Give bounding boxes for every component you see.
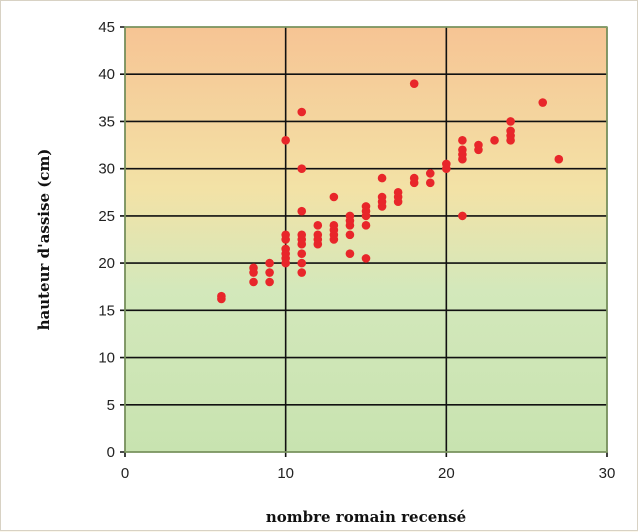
y-tick-label: 25 xyxy=(98,208,115,225)
data-point xyxy=(506,126,515,136)
data-point xyxy=(409,173,419,183)
data-point xyxy=(458,145,467,155)
data-point xyxy=(281,230,290,240)
data-point xyxy=(297,107,307,117)
x-tick-label: 0 xyxy=(121,465,129,482)
y-tick-label: 35 xyxy=(98,113,115,130)
data-point xyxy=(554,154,564,164)
data-point xyxy=(297,268,307,277)
plot-area xyxy=(125,27,607,452)
data-point xyxy=(377,173,387,183)
y-axis-title: hauteur d'assise (cm) xyxy=(35,149,53,331)
data-point xyxy=(425,169,435,178)
data-point xyxy=(345,230,355,240)
data-point xyxy=(425,178,435,188)
tick-labels: 0 5 10 15 20 25 30 35 40 45 0 10 20 30 xyxy=(98,19,615,482)
data-points xyxy=(217,79,564,304)
data-point xyxy=(265,258,274,268)
data-point xyxy=(361,202,371,211)
data-point xyxy=(297,206,307,216)
data-point xyxy=(265,268,274,277)
data-point xyxy=(506,117,515,126)
data-point xyxy=(329,221,339,230)
x-axis-title: nombre romain recensé xyxy=(266,508,466,526)
data-point xyxy=(345,211,355,221)
data-point xyxy=(297,164,307,173)
data-point xyxy=(361,254,371,263)
data-point xyxy=(297,249,307,258)
data-point xyxy=(458,136,467,145)
y-tick-label: 10 xyxy=(98,350,115,367)
data-point xyxy=(249,263,258,273)
x-tick-label: 20 xyxy=(438,465,455,482)
data-point xyxy=(281,244,290,254)
data-point xyxy=(345,249,355,258)
data-point xyxy=(538,98,548,107)
data-point xyxy=(313,230,323,240)
data-point xyxy=(474,140,483,150)
y-tick-label: 15 xyxy=(98,302,115,319)
y-tick-label: 40 xyxy=(98,66,115,83)
data-point xyxy=(409,79,419,88)
data-point xyxy=(313,221,323,230)
data-point xyxy=(297,258,307,268)
data-point xyxy=(458,211,467,221)
data-point xyxy=(393,187,403,197)
y-tick-label: 0 xyxy=(107,444,115,461)
data-point xyxy=(249,277,258,287)
data-point xyxy=(297,230,307,240)
y-tick-label: 30 xyxy=(98,161,115,178)
x-tick-label: 10 xyxy=(277,465,294,482)
plot-border xyxy=(124,26,608,453)
y-tick-label: 20 xyxy=(98,255,115,272)
data-point xyxy=(329,192,339,202)
data-point xyxy=(361,221,371,230)
y-tick-label: 5 xyxy=(107,397,115,414)
data-point xyxy=(265,277,274,287)
data-point xyxy=(377,192,387,202)
y-tick-label: 45 xyxy=(98,19,115,36)
x-tick-label: 30 xyxy=(599,465,616,482)
data-point xyxy=(442,159,451,169)
data-point xyxy=(490,136,499,145)
data-point xyxy=(217,291,226,301)
data-point xyxy=(281,136,290,145)
